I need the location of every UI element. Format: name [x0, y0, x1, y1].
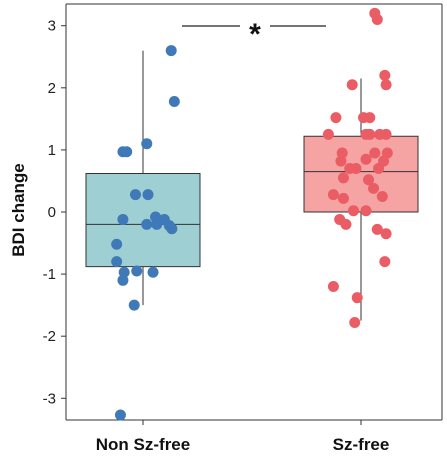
data-point	[369, 147, 381, 159]
data-point	[337, 192, 349, 204]
data-point	[117, 213, 129, 225]
data-point	[360, 153, 372, 165]
y-tick-label: 0	[48, 204, 56, 221]
data-point	[368, 182, 380, 194]
boxes	[85, 50, 419, 321]
data-point	[166, 223, 178, 235]
data-point	[330, 112, 342, 124]
y-tick-label: -1	[43, 266, 56, 283]
data-point	[351, 292, 363, 304]
data-point	[147, 266, 159, 278]
data-point	[117, 274, 129, 286]
data-point	[327, 281, 339, 293]
data-point	[380, 128, 392, 140]
data-point	[350, 163, 362, 175]
y-tick-label: 3	[48, 18, 56, 35]
data-point	[380, 228, 392, 240]
y-tick-label: -3	[43, 390, 56, 407]
data-points	[111, 7, 393, 421]
data-point	[380, 79, 392, 91]
data-point	[131, 265, 143, 277]
data-point	[168, 95, 180, 107]
data-point	[340, 218, 352, 230]
data-point	[111, 256, 123, 268]
y-tick-label: -2	[43, 328, 56, 345]
data-point	[373, 163, 385, 175]
data-point	[347, 205, 359, 217]
data-point	[114, 409, 126, 421]
significance-star: *	[249, 18, 261, 51]
y-ticks: -3 -2 -1 0 1 2 3	[43, 18, 66, 407]
data-point	[151, 218, 163, 230]
data-point	[111, 238, 123, 250]
box	[303, 135, 419, 213]
data-point	[141, 218, 153, 230]
data-point	[379, 256, 391, 268]
data-point	[371, 223, 383, 235]
data-point	[121, 146, 133, 158]
data-point	[118, 266, 130, 278]
data-point	[128, 299, 140, 311]
data-point	[129, 189, 141, 201]
data-point	[364, 112, 376, 124]
y-axis-title: BDI change	[9, 163, 28, 257]
data-point	[346, 79, 358, 91]
significance-annotation: *	[182, 18, 326, 51]
data-point	[349, 317, 361, 329]
data-point	[376, 190, 388, 202]
y-tick-label: 1	[48, 142, 56, 159]
x-category-label: Sz-free	[333, 435, 390, 454]
data-point	[337, 172, 349, 184]
data-point	[363, 174, 375, 186]
data-point	[327, 189, 339, 201]
x-category-labels: Non Sz-free Sz-free	[96, 420, 390, 454]
data-point	[360, 205, 372, 217]
data-point	[142, 189, 154, 201]
box	[85, 173, 201, 268]
data-point	[335, 155, 347, 167]
data-point	[364, 128, 376, 140]
x-category-label: Non Sz-free	[96, 435, 190, 454]
y-tick-label: 2	[48, 80, 56, 97]
data-point	[165, 45, 177, 57]
data-point	[371, 14, 383, 26]
data-point	[322, 128, 334, 140]
data-point	[141, 138, 153, 150]
data-point	[379, 69, 391, 81]
data-point	[336, 147, 348, 159]
